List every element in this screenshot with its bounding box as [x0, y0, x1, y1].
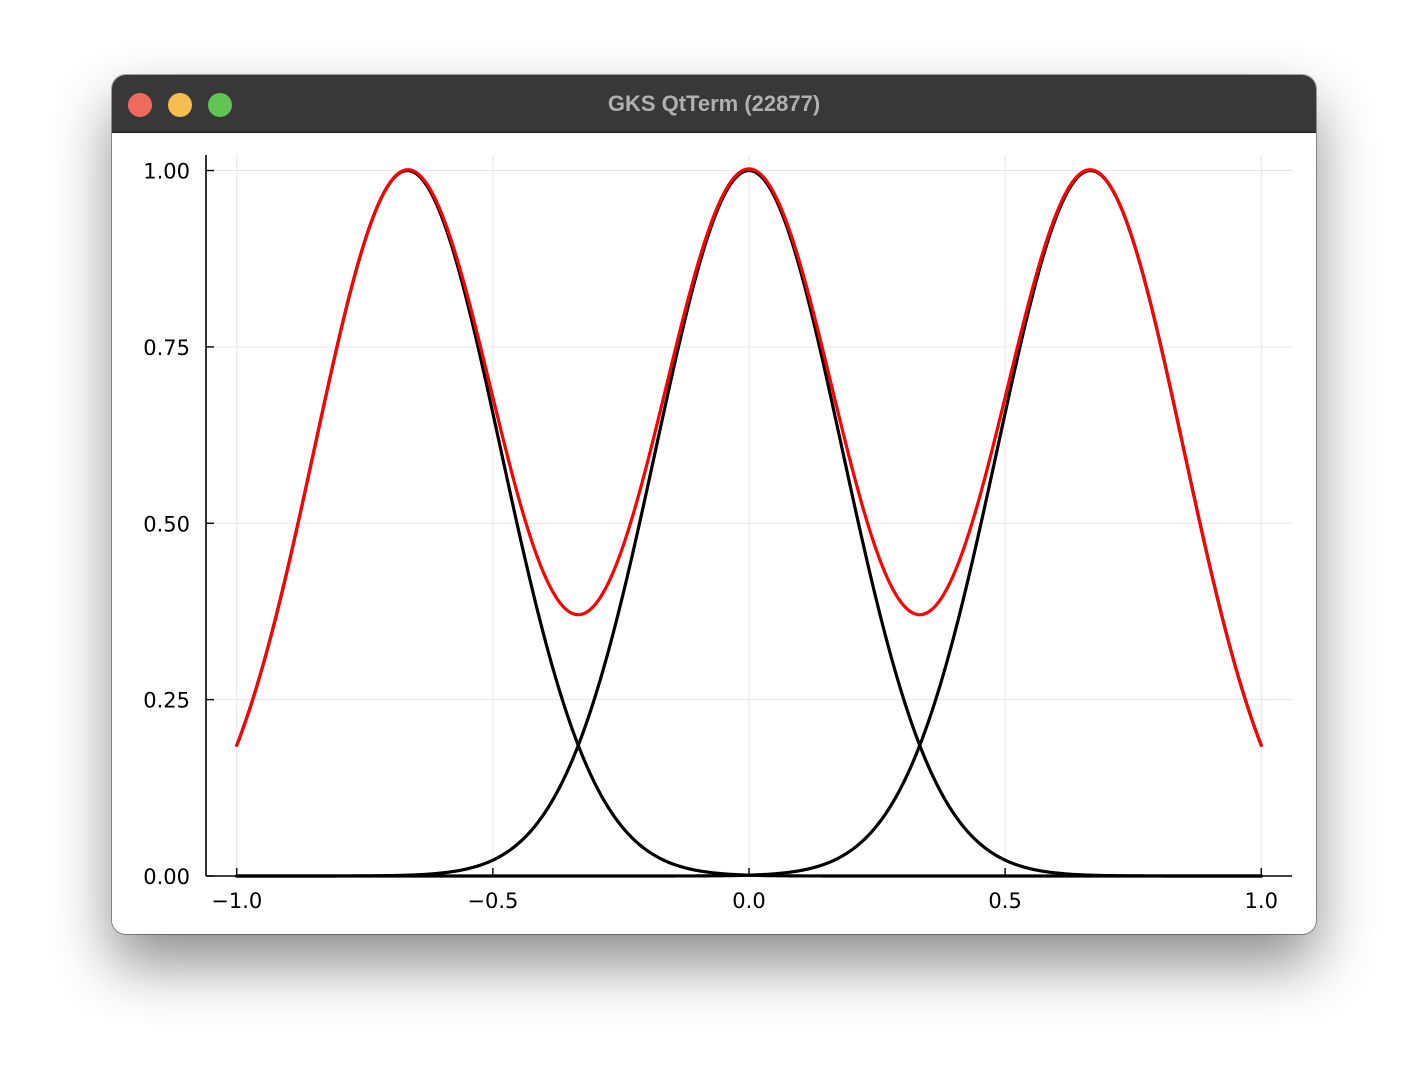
- y-tick-label: 0.75: [143, 336, 190, 360]
- y-tick-label: 1.00: [143, 160, 190, 184]
- plot-canvas: −1.0 −0.5 0.0 0.5 1.0 0.00 0.25 0.50 0.75 1.00: [112, 133, 1316, 934]
- line-chart: −1.0 −0.5 0.0 0.5 1.0 0.00 0.25 0.50 0.75 1.00: [143, 155, 1292, 913]
- close-button[interactable]: [128, 93, 152, 117]
- x-tick-label: 0.5: [988, 889, 1021, 913]
- series-layer: [235, 167, 1263, 878]
- minimize-button[interactable]: [168, 93, 192, 117]
- y-tick-label: 0.00: [143, 865, 190, 889]
- grid: [206, 155, 1292, 877]
- maximize-button[interactable]: [208, 93, 232, 117]
- title-bar[interactable]: GKS QtTerm (22877): [112, 75, 1316, 133]
- x-tick-label: −1.0: [211, 889, 262, 913]
- y-tick-label: 0.50: [143, 512, 190, 536]
- x-tick-label: −0.5: [467, 889, 518, 913]
- window-title: GKS QtTerm (22877): [607, 91, 821, 116]
- y-tick-label: 0.25: [143, 689, 190, 713]
- x-tick-label: 0.0: [732, 889, 765, 913]
- x-tick-label: 1.0: [1245, 889, 1278, 913]
- tick-labels: −1.0 −0.5 0.0 0.5 1.0 0.00 0.25 0.50 0.75 1.00: [143, 160, 1278, 913]
- plot-window: GKS QtTerm (22877) −1.0 −0.5 0.0 0.5 1.0 0.00…: [112, 75, 1316, 934]
- sum-series-line: [235, 167, 1263, 747]
